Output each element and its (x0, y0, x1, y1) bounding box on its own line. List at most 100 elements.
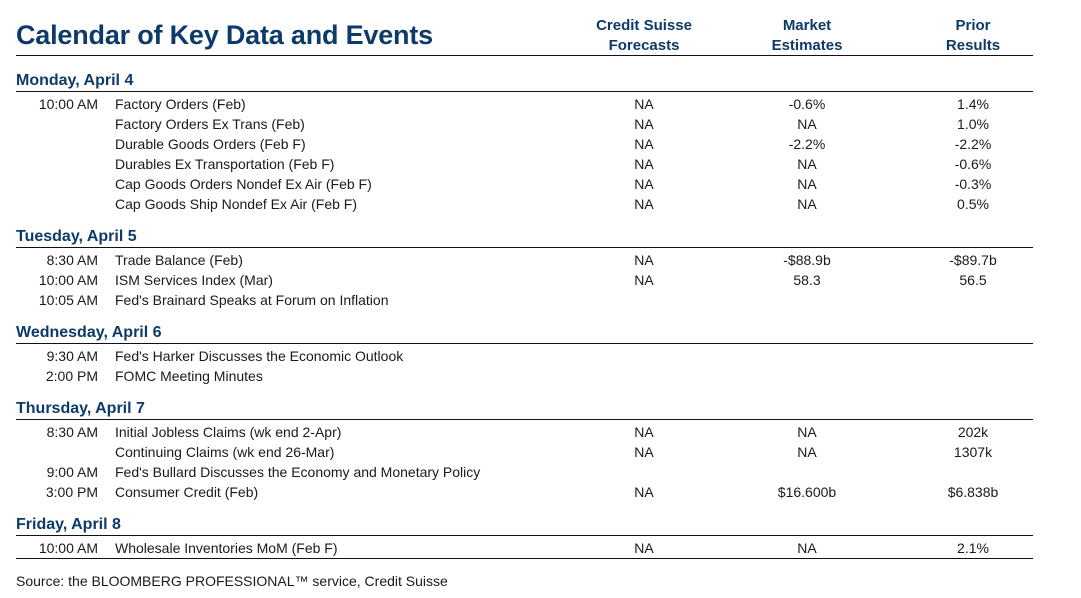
table-row: Durables Ex Transportation (Feb F) NA NA -0… (16, 154, 1033, 174)
event-name: Fed's Bullard Discusses the Economy and … (115, 464, 481, 480)
column-header-credit-suisse-forecasts: Credit Suisse Forecasts (564, 16, 724, 56)
credit-suisse-forecast: NA (634, 136, 654, 152)
prior-result: 1.0% (957, 116, 989, 132)
column-header-prior-results: Prior Results (893, 16, 1053, 56)
market-estimate: NA (797, 444, 817, 460)
credit-suisse-forecast: NA (634, 116, 654, 132)
column-header-line: Results (945, 37, 1001, 54)
event-time: 8:30 AM (46, 252, 98, 268)
market-estimate: NA (797, 156, 817, 172)
event-time: 10:00 AM (38, 540, 98, 556)
table-row: 8:30 AM Initial Jobless Claims (wk end 2-… (16, 422, 1033, 442)
market-estimate: -0.6% (788, 96, 826, 112)
column-header-line: Market (782, 17, 832, 34)
prior-result: 0.5% (957, 196, 989, 212)
day-label: Wednesday, April 6 (16, 324, 162, 341)
day-header: Wednesday, April 6 (16, 310, 1033, 344)
event-name: ISM Services Index (Mar) (115, 272, 273, 288)
credit-suisse-forecast: NA (634, 484, 654, 500)
table-row: Cap Goods Orders Nondef Ex Air (Feb F) NA… (16, 174, 1033, 194)
table-row: 10:00 AM Wholesale Inventories MoM (Feb F… (16, 538, 1033, 558)
credit-suisse-forecast: NA (634, 444, 654, 460)
event-time: 9:30 AM (46, 348, 98, 364)
day-section: Thursday, April 7 8:30 AM Initial Jobless … (16, 386, 1033, 502)
column-header-market-estimates: Market Estimates (727, 16, 887, 56)
table-row: 10:05 AM Fed's Brainard Speaks at Forum o… (16, 290, 1033, 310)
day-label: Monday, April 4 (16, 72, 134, 89)
table-row: 10:00 AM Factory Orders (Feb) NA -0.6% 1.4% (16, 94, 1033, 114)
market-estimate: NA (797, 424, 817, 440)
prior-result: -$89.7b (949, 252, 997, 268)
event-name: Factory Orders Ex Trans (Feb) (115, 116, 305, 132)
column-header-line: Forecasts (608, 37, 680, 54)
day-section: Friday, April 8 10:00 AM Wholesale Invento… (16, 502, 1033, 559)
market-estimate: -2.2% (788, 136, 826, 152)
event-time: 3:00 PM (45, 484, 98, 500)
event-name: Factory Orders (Feb) (115, 96, 246, 112)
day-section: Tuesday, April 5 8:30 AM Trade Balance (Fe… (16, 214, 1033, 310)
table-row: Continuing Claims (wk end 26-Mar) NA NA 130… (16, 442, 1033, 462)
day-header: Tuesday, April 5 (16, 214, 1033, 248)
table-row: 9:00 AM Fed's Bullard Discusses the Econo… (16, 462, 1033, 482)
table-row: Durable Goods Orders (Feb F) NA -2.2% -2.2% (16, 134, 1033, 154)
prior-result: 1.4% (957, 96, 989, 112)
credit-suisse-forecast: NA (634, 196, 654, 212)
prior-result: 56.5 (959, 272, 987, 288)
table-row: 2:00 PM FOMC Meeting Minutes (16, 366, 1033, 386)
table-row: 3:00 PM Consumer Credit (Feb) NA $16.600b $6… (16, 482, 1033, 502)
day-header: Thursday, April 7 (16, 386, 1033, 420)
credit-suisse-forecast: NA (634, 156, 654, 172)
column-header-line: Credit Suisse (596, 17, 692, 34)
calendar-table: Monday, April 4 10:00 AM Factory Orders (F… (16, 58, 1033, 559)
header-divider (16, 55, 1033, 56)
event-time: 10:00 AM (38, 96, 98, 112)
market-estimate: $16.600b (777, 484, 837, 500)
table-row: Factory Orders Ex Trans (Feb) NA NA 1.0% (16, 114, 1033, 134)
table-row: 8:30 AM Trade Balance (Feb) NA -$88.9b -$89.… (16, 250, 1033, 270)
day-label: Thursday, April 7 (16, 400, 145, 417)
credit-suisse-forecast: NA (634, 540, 654, 556)
event-time: 2:00 PM (45, 368, 98, 384)
credit-suisse-forecast: NA (634, 424, 654, 440)
credit-suisse-forecast: NA (634, 96, 654, 112)
prior-result: -0.6% (954, 156, 992, 172)
market-estimate: NA (797, 116, 817, 132)
event-time: 10:05 AM (38, 292, 98, 308)
event-name: Wholesale Inventories MoM (Feb F) (115, 540, 338, 556)
column-header-line: Prior (955, 17, 991, 34)
event-time: 9:00 AM (46, 464, 98, 480)
event-name: Trade Balance (Feb) (115, 252, 243, 268)
day-section: Monday, April 4 10:00 AM Factory Orders (F… (16, 58, 1033, 214)
prior-result: 2.1% (957, 540, 989, 556)
credit-suisse-forecast: NA (634, 252, 654, 268)
column-header-line: Estimates (771, 37, 843, 54)
credit-suisse-forecast: NA (634, 272, 654, 288)
day-header: Monday, April 4 (16, 58, 1033, 92)
event-name: Initial Jobless Claims (wk end 2-Apr) (115, 424, 342, 440)
event-name: Continuing Claims (wk end 26-Mar) (115, 444, 335, 460)
event-name: Durables Ex Transportation (Feb F) (115, 156, 335, 172)
event-name: FOMC Meeting Minutes (115, 368, 263, 384)
event-time: 8:30 AM (46, 424, 98, 440)
table-row: 10:00 AM ISM Services Index (Mar) NA 58.3 56… (16, 270, 1033, 290)
table-row: Cap Goods Ship Nondef Ex Air (Feb F) NA NA… (16, 194, 1033, 214)
day-label: Tuesday, April 5 (16, 228, 137, 245)
day-section: Wednesday, April 6 9:30 AM Fed's Harker Di… (16, 310, 1033, 386)
event-time: 10:00 AM (38, 272, 98, 288)
event-name: Durable Goods Orders (Feb F) (115, 136, 306, 152)
event-name: Fed's Brainard Speaks at Forum on Inflat… (115, 292, 389, 308)
event-name: Fed's Harker Discusses the Economic Outl… (115, 348, 404, 364)
page-title: Calendar of Key Data and Events (16, 20, 433, 50)
prior-result: -0.3% (954, 176, 992, 192)
day-header: Friday, April 8 (16, 502, 1033, 536)
credit-suisse-forecast: NA (634, 176, 654, 192)
prior-result: $6.838b (947, 484, 999, 500)
day-label: Friday, April 8 (16, 516, 121, 533)
market-estimate: -$88.9b (783, 252, 831, 268)
event-name: Cap Goods Ship Nondef Ex Air (Feb F) (115, 196, 357, 212)
market-estimate: NA (797, 540, 817, 556)
event-name: Consumer Credit (Feb) (115, 484, 259, 500)
prior-result: -2.2% (954, 136, 992, 152)
market-estimate: 58.3 (793, 272, 821, 288)
prior-result: 202k (957, 424, 989, 440)
